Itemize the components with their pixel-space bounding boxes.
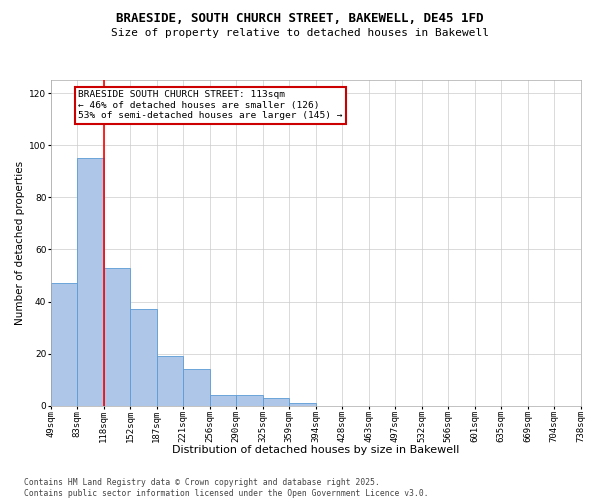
Bar xyxy=(183,370,209,406)
Bar xyxy=(104,268,130,406)
Bar xyxy=(50,284,77,406)
Bar xyxy=(236,396,263,406)
Bar xyxy=(289,403,316,406)
X-axis label: Distribution of detached houses by size in Bakewell: Distribution of detached houses by size … xyxy=(172,445,459,455)
Text: BRAESIDE SOUTH CHURCH STREET: 113sqm
← 46% of detached houses are smaller (126)
: BRAESIDE SOUTH CHURCH STREET: 113sqm ← 4… xyxy=(79,90,343,120)
Bar xyxy=(77,158,104,406)
Text: BRAESIDE, SOUTH CHURCH STREET, BAKEWELL, DE45 1FD: BRAESIDE, SOUTH CHURCH STREET, BAKEWELL,… xyxy=(116,12,484,26)
Y-axis label: Number of detached properties: Number of detached properties xyxy=(15,161,25,325)
Text: Contains HM Land Registry data © Crown copyright and database right 2025.
Contai: Contains HM Land Registry data © Crown c… xyxy=(24,478,428,498)
Bar xyxy=(263,398,289,406)
Bar xyxy=(130,310,157,406)
Text: Size of property relative to detached houses in Bakewell: Size of property relative to detached ho… xyxy=(111,28,489,38)
Bar xyxy=(157,356,183,406)
Bar xyxy=(209,396,236,406)
